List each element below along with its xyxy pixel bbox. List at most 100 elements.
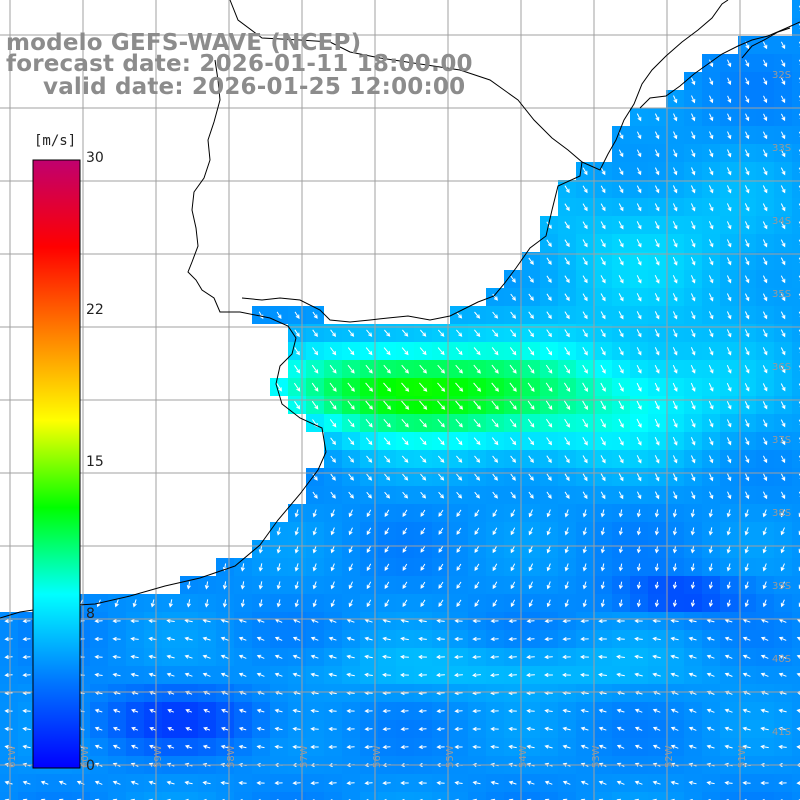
wind-arrow xyxy=(654,347,660,356)
wind-arrow xyxy=(654,400,660,410)
wind-arrow xyxy=(545,400,553,410)
wind-arrow xyxy=(708,293,714,302)
wind-arrow xyxy=(492,455,499,463)
wind-arrow xyxy=(760,636,769,641)
wind-arrow xyxy=(562,744,571,749)
wind-arrow xyxy=(472,744,481,750)
wind-arrow xyxy=(726,275,732,284)
wind-arrow xyxy=(508,744,517,749)
wind-arrow xyxy=(328,780,337,786)
wind-arrow xyxy=(582,455,588,464)
wind-arrow xyxy=(311,382,319,392)
wind-arrow xyxy=(474,509,480,517)
wind-arrow xyxy=(618,509,623,518)
wind-arrow xyxy=(600,563,605,572)
wind-arrow xyxy=(294,347,300,356)
wind-arrow xyxy=(582,545,587,554)
wind-arrow xyxy=(418,672,427,678)
wind-arrow xyxy=(600,221,606,230)
wind-arrow xyxy=(4,672,13,678)
wind-arrow xyxy=(618,131,624,140)
wind-arrow xyxy=(510,599,516,608)
wind-arrow xyxy=(94,672,103,678)
wind-arrow xyxy=(473,400,481,410)
speed-cell xyxy=(522,792,540,800)
wind-arrow xyxy=(654,113,660,122)
wind-arrow xyxy=(22,780,31,785)
wind-arrow xyxy=(582,491,588,500)
wind-arrow xyxy=(744,257,750,266)
wind-arrow xyxy=(436,708,445,714)
wind-arrow xyxy=(636,382,642,392)
wind-arrow xyxy=(456,491,463,499)
wind-arrow xyxy=(580,636,589,642)
wind-arrow xyxy=(436,654,445,660)
wind-arrow xyxy=(94,780,103,785)
speed-cell xyxy=(54,792,72,800)
wind-arrow xyxy=(616,672,625,677)
wind-arrow xyxy=(312,545,317,554)
wind-arrow xyxy=(220,744,229,749)
wind-arrow xyxy=(582,167,588,176)
speed-cell xyxy=(792,126,800,144)
wind-arrow xyxy=(420,329,427,337)
wind-arrow xyxy=(509,347,517,356)
wind-arrow xyxy=(528,329,534,338)
wind-arrow xyxy=(348,491,354,499)
wind-arrow xyxy=(365,347,373,356)
wind-arrow xyxy=(94,744,103,749)
wind-arrow xyxy=(131,708,139,713)
wind-arrow xyxy=(778,636,787,641)
wind-arrow xyxy=(366,509,372,518)
wind-arrow xyxy=(582,239,588,248)
wind-arrow xyxy=(709,77,714,86)
wind-arrow xyxy=(310,726,319,732)
wind-arrow xyxy=(600,311,606,320)
wind-arrow xyxy=(780,545,785,554)
wind-arrow xyxy=(562,654,571,660)
wind-arrow xyxy=(672,473,678,482)
wind-arrow xyxy=(384,563,390,572)
wind-arrow xyxy=(274,654,283,659)
wind-arrow xyxy=(258,581,263,590)
wind-arrow xyxy=(438,545,444,553)
wind-arrow xyxy=(474,599,480,607)
wind-arrow xyxy=(744,401,750,410)
wind-arrow xyxy=(527,347,535,356)
wind-arrow xyxy=(600,203,606,212)
wind-arrow xyxy=(472,654,481,660)
wind-arrow xyxy=(636,149,642,158)
speed-cell xyxy=(288,792,306,800)
wind-arrow xyxy=(492,581,498,590)
wind-arrow xyxy=(348,563,353,572)
wind-arrow xyxy=(636,239,642,248)
wind-arrow xyxy=(763,113,768,122)
wind-arrow xyxy=(780,563,785,572)
wind-arrow xyxy=(472,618,481,624)
wind-arrow xyxy=(654,149,660,158)
wind-arrow xyxy=(330,545,335,554)
wind-arrow xyxy=(436,636,445,642)
wind-arrow xyxy=(364,744,373,750)
wind-arrow xyxy=(691,473,696,482)
wind-arrow xyxy=(527,364,535,374)
wind-arrow xyxy=(618,527,623,536)
wind-arrow xyxy=(348,527,353,536)
wind-arrow xyxy=(419,400,428,410)
wind-arrow xyxy=(708,275,714,284)
wind-arrow xyxy=(166,636,175,641)
wind-arrow xyxy=(526,636,535,642)
wind-arrow xyxy=(780,59,786,68)
wind-arrow xyxy=(727,59,732,68)
wind-arrow xyxy=(294,581,299,590)
wind-arrow xyxy=(780,311,786,320)
wind-arrow xyxy=(546,239,552,248)
wind-arrow xyxy=(688,636,697,641)
wind-arrow xyxy=(600,347,606,356)
wind-arrow xyxy=(4,780,13,785)
forecast-date: forecast date: 2026-01-11 18:00:00 xyxy=(6,51,473,77)
wind-arrow xyxy=(474,311,481,319)
speed-cell xyxy=(792,324,800,342)
wind-arrow xyxy=(186,581,191,590)
wind-arrow xyxy=(562,780,571,785)
